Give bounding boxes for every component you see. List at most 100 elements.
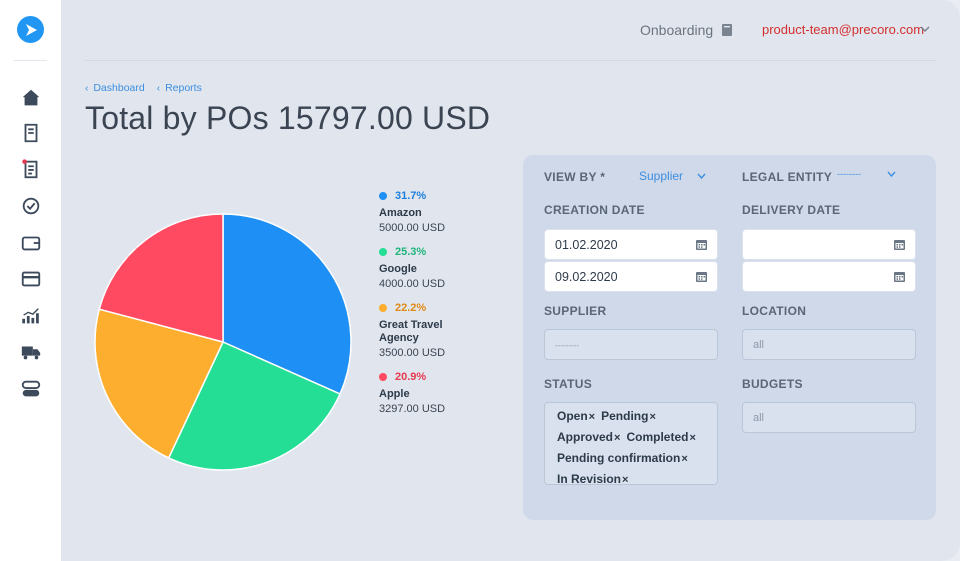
- status-tag-open[interactable]: Open×: [557, 409, 595, 423]
- user-menu[interactable]: product-team@precoro.com: [762, 22, 925, 37]
- breadcrumb-dashboard[interactable]: ‹ Dashboard: [85, 82, 145, 94]
- onboarding-link[interactable]: Onboarding: [640, 22, 714, 38]
- status-tag-in-revision[interactable]: In Revision×: [557, 472, 628, 486]
- creation-date-to-input[interactable]: 09.02.2020: [544, 261, 718, 292]
- legend-dot: [379, 192, 387, 200]
- breadcrumb-reports[interactable]: ‹ Reports: [157, 82, 202, 94]
- location-label: LOCATION: [742, 304, 807, 318]
- status-tag-label: Open: [557, 409, 588, 423]
- status-tag-label: Pending: [601, 409, 649, 423]
- book-icon[interactable]: [720, 23, 734, 37]
- breadcrumb-label: Reports: [165, 82, 202, 94]
- legend-dot: [379, 248, 387, 256]
- status-tag-completed[interactable]: Completed×: [626, 430, 695, 444]
- legend-amount: 3500.00 USD: [379, 347, 446, 359]
- chevron-left-icon: ‹: [156, 82, 161, 94]
- legend-item-amazon: 31.7% Amazon 5000.00 USD: [379, 190, 489, 234]
- legend-item-google: 25.3% Google 4000.00 USD: [379, 246, 489, 290]
- delivery-date-from-input[interactable]: [742, 229, 916, 260]
- legal-entity-label: LEGAL ENTITY: [742, 170, 833, 184]
- legend-item-great-travel-agency: 22.2% Great Travel Agency 3500.00 USD: [379, 302, 489, 359]
- pie-chart: [94, 213, 352, 471]
- wallet-icon[interactable]: [19, 231, 43, 255]
- chevron-down-icon[interactable]: [920, 25, 930, 33]
- legend-percent: 25.3%: [395, 246, 427, 258]
- legend-name: Great Travel Agency: [379, 319, 443, 344]
- creation-date-label: CREATION DATE: [544, 203, 645, 217]
- supplier-placeholder: ---------: [555, 341, 579, 350]
- location-placeholder: all: [753, 339, 765, 351]
- chart-legend: 31.7% Amazon 5000.00 USD 25.3% Google 40…: [379, 190, 489, 427]
- budgets-select[interactable]: all: [742, 402, 916, 433]
- legal-entity-select[interactable]: --------: [837, 169, 896, 179]
- budgets-label: BUDGETS: [742, 377, 803, 391]
- view-by-label: VIEW BY *: [544, 170, 606, 184]
- legend-dot: [379, 373, 387, 381]
- calendar-icon[interactable]: [695, 238, 708, 251]
- status-tag-label: In Revision: [557, 472, 622, 486]
- legend-percent: 20.9%: [395, 371, 427, 383]
- status-tag-label: Pending confirmation: [557, 451, 681, 465]
- remove-icon[interactable]: ×: [681, 453, 688, 465]
- status-tag-pending-confirmation[interactable]: Pending confirmation×: [557, 451, 688, 465]
- pie-slice-apple[interactable]: [98, 213, 224, 343]
- view-by-select[interactable]: Supplier: [639, 169, 706, 183]
- logo-icon[interactable]: [17, 16, 44, 43]
- calendar-icon[interactable]: [893, 270, 906, 283]
- chevron-down-icon: [697, 173, 706, 179]
- creation-date-to-value: 09.02.2020: [555, 270, 618, 284]
- status-label: STATUS: [544, 377, 593, 391]
- analytics-icon[interactable]: [19, 304, 43, 328]
- view-by-value: Supplier: [639, 169, 684, 183]
- legend-name: Apple: [379, 388, 410, 400]
- filter-panel: VIEW BY * Supplier LEGAL ENTITY --------…: [523, 155, 936, 520]
- header-divider: [85, 60, 936, 61]
- legend-item-apple: 20.9% Apple 3297.00 USD: [379, 371, 489, 415]
- remove-icon[interactable]: ×: [649, 411, 656, 423]
- approval-check-icon[interactable]: [19, 194, 43, 218]
- remove-icon[interactable]: ×: [689, 432, 696, 444]
- breadcrumb: ‹ Dashboard ‹ Reports: [85, 82, 202, 94]
- creation-date-from-value: 01.02.2020: [555, 238, 618, 252]
- pie-slice-great-travel-agency[interactable]: [94, 308, 225, 459]
- sidebar-divider: [14, 60, 47, 61]
- location-select[interactable]: all: [742, 329, 916, 360]
- pie-slice-amazon[interactable]: [222, 213, 352, 395]
- legend-dot: [379, 304, 387, 312]
- calendar-icon[interactable]: [695, 270, 708, 283]
- sidebar: [0, 0, 61, 561]
- remove-icon[interactable]: ×: [588, 411, 596, 423]
- legend-amount: 4000.00 USD: [379, 278, 446, 290]
- legend-name: Google: [379, 263, 417, 275]
- calendar-icon[interactable]: [893, 238, 906, 251]
- delivery-truck-icon[interactable]: [19, 340, 43, 364]
- creation-date-from-input[interactable]: 01.02.2020: [544, 229, 718, 260]
- legend-percent: 22.2%: [395, 302, 427, 314]
- status-tag-label: Completed: [626, 430, 689, 444]
- document-icon[interactable]: [19, 121, 43, 145]
- delivery-date-label: DELIVERY DATE: [742, 203, 841, 217]
- breadcrumb-label: Dashboard: [93, 82, 145, 94]
- legal-entity-value: --------: [837, 169, 861, 179]
- chevron-left-icon: ‹: [85, 82, 89, 94]
- supplier-select[interactable]: ---------: [544, 329, 718, 360]
- legend-amount: 3297.00 USD: [379, 403, 446, 415]
- status-tag-approved[interactable]: Approved×: [557, 430, 620, 444]
- home-icon[interactable]: [19, 86, 43, 110]
- legend-percent: 31.7%: [395, 190, 427, 202]
- remove-icon[interactable]: ×: [614, 432, 621, 444]
- legend-name: Amazon: [379, 207, 422, 219]
- legend-amount: 5000.00 USD: [379, 222, 446, 234]
- requisition-icon[interactable]: [19, 157, 43, 181]
- pie-slice-google[interactable]: [167, 341, 341, 471]
- supplier-label: SUPPLIER: [544, 304, 607, 318]
- status-tag-pending[interactable]: Pending×: [601, 409, 656, 423]
- main-panel: Onboarding product-team@precoro.com ‹ Das…: [61, 0, 960, 561]
- remove-icon[interactable]: ×: [622, 474, 629, 486]
- toggle-settings-icon[interactable]: [19, 377, 43, 401]
- budgets-placeholder: all: [753, 412, 765, 424]
- status-multiselect[interactable]: Open× Pending× Approved× Completed× Pendin…: [544, 402, 718, 486]
- invoice-card-icon[interactable]: [19, 267, 43, 291]
- chevron-down-icon: [887, 171, 896, 177]
- delivery-date-to-input[interactable]: [742, 261, 916, 292]
